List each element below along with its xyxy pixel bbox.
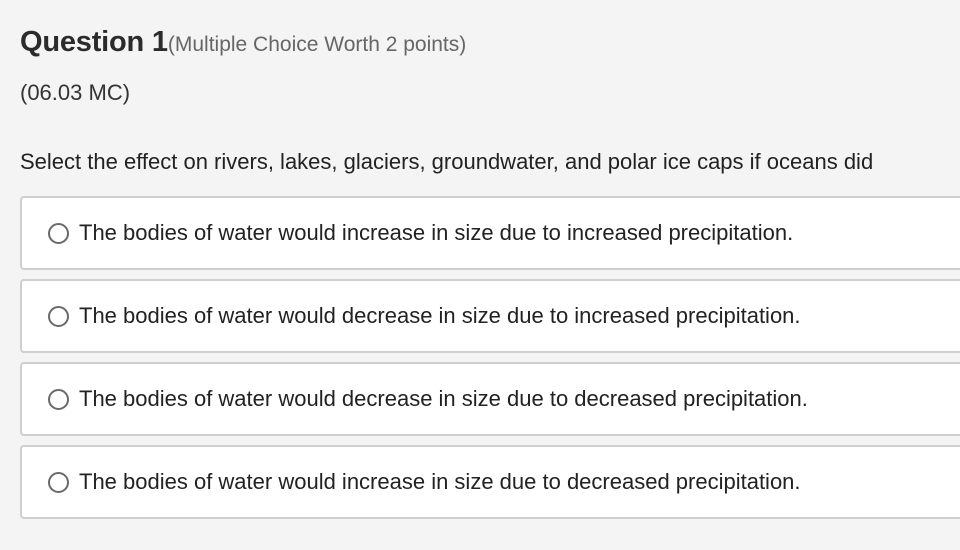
- question-prompt: Select the effect on rivers, lakes, glac…: [20, 149, 874, 174]
- radio-unchecked-icon[interactable]: [48, 222, 69, 244]
- question-meta: (Multiple Choice Worth 2 points): [167, 33, 467, 56]
- question-title: Question 1: [20, 26, 168, 58]
- answer-choice-label: The bodies of water would increase in si…: [79, 220, 794, 245]
- answer-choice-label: The bodies of water would decrease in si…: [79, 386, 808, 411]
- question-code: (06.03 MC): [20, 80, 131, 105]
- answer-choice-4[interactable]: The bodies of water would increase in si…: [20, 445, 960, 519]
- radio-unchecked-icon[interactable]: [48, 305, 69, 327]
- radio-unchecked-icon[interactable]: [48, 471, 69, 493]
- answer-choices: The bodies of water would increase in si…: [20, 196, 960, 528]
- question-header: Question 1(Multiple Choice Worth 2 point…: [20, 26, 466, 59]
- answer-choice-label: The bodies of water would decrease in si…: [79, 303, 801, 328]
- radio-unchecked-icon[interactable]: [48, 388, 69, 410]
- answer-choice-label: The bodies of water would increase in si…: [79, 469, 801, 494]
- answer-choice-1[interactable]: The bodies of water would increase in si…: [20, 196, 960, 270]
- answer-choice-3[interactable]: The bodies of water would decrease in si…: [20, 362, 960, 436]
- answer-choice-2[interactable]: The bodies of water would decrease in si…: [20, 279, 960, 353]
